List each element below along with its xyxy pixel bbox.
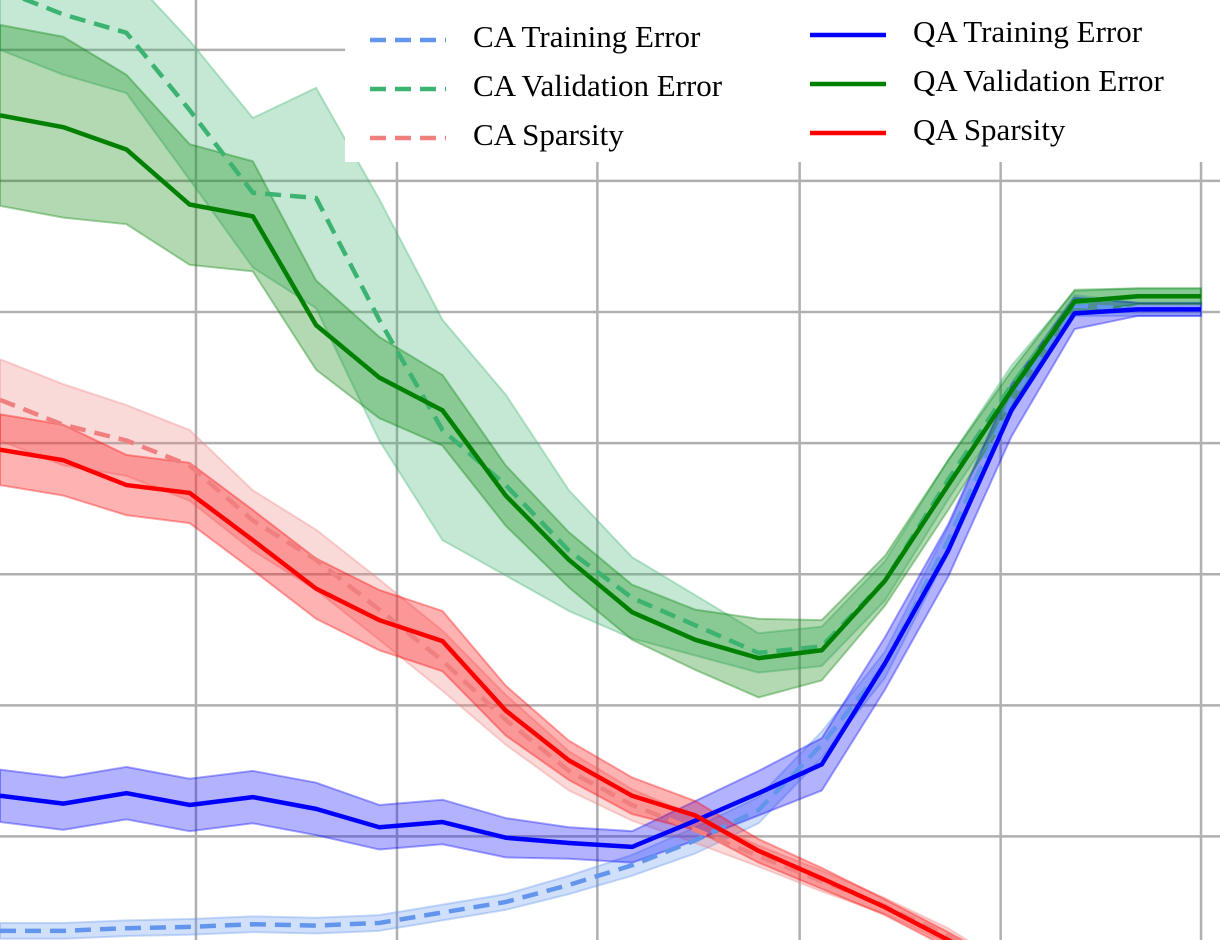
error-band <box>0 23 1203 699</box>
series-line <box>0 397 959 940</box>
legend-label: CA Validation Error <box>473 68 723 103</box>
series-line <box>0 307 1202 850</box>
error-band <box>0 358 970 940</box>
legend: CA Training Error CA Validation Error CA S… <box>345 0 1220 162</box>
legend-label: CA Training Error <box>473 19 701 54</box>
series-line <box>0 113 1202 661</box>
legend-label: QA Validation Error <box>913 63 1165 98</box>
legend-label: CA Sparsity <box>473 117 624 152</box>
legend-label: QA Training Error <box>913 14 1143 49</box>
error-band <box>0 413 965 940</box>
legend-frame <box>345 0 1220 162</box>
series-line <box>20 0 1202 656</box>
series-line <box>0 447 953 940</box>
series-line <box>0 303 1202 934</box>
error-band <box>0 0 1203 674</box>
error-band <box>0 293 1203 940</box>
error-band <box>0 296 1203 864</box>
legend-label: QA Sparsity <box>913 112 1066 147</box>
